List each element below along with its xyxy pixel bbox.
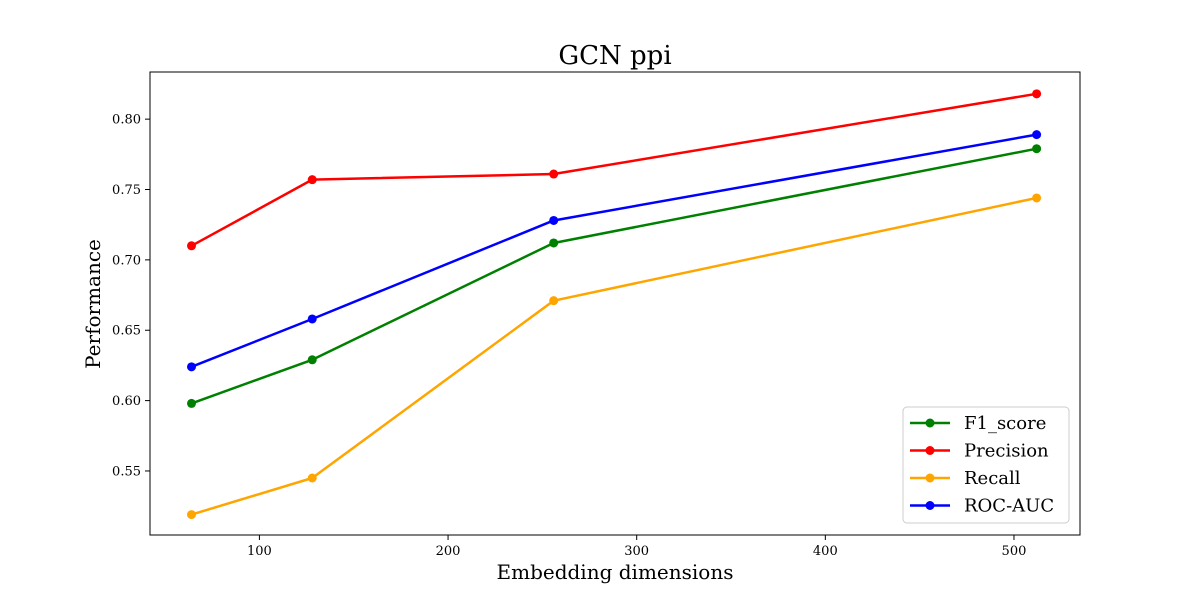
data-point-precision [307,175,317,185]
y-tick-label: 0.70 [112,253,141,268]
data-point-recall [549,296,559,306]
data-point-precision [549,169,559,179]
series-precision [187,89,1042,251]
y-tick-label: 0.60 [112,394,141,409]
x-tick-label: 100 [247,544,272,559]
legend-label-f1-score: F1_score [964,413,1046,434]
x-tick-label: 400 [813,544,838,559]
series-line-recall [190,196,1038,516]
data-point-recall [187,510,197,520]
data-point-roc-auc [307,314,317,324]
data-point-precision [187,241,197,251]
series-f1-score [187,144,1042,408]
x-tick-label: 500 [1002,544,1027,559]
legend-marker-roc-auc [925,501,935,510]
data-point-roc-auc [549,215,559,225]
data-point-recall [1032,193,1042,203]
data-point-f1-score [307,355,317,365]
legend-entry-f1-score: F1_score [910,413,1046,434]
legend-entry-roc-auc: ROC-AUC [910,496,1054,517]
series-recall [187,193,1042,520]
legend-marker-recall [925,473,935,483]
legend-label-recall: Recall [964,468,1021,489]
x-axis-label: Embedding dimensions [497,560,734,584]
legend: F1_score Precision Recall ROC-AUC [902,406,1070,524]
legend-entry-precision: Precision [910,441,1049,462]
series-layer [187,89,1042,520]
y-axis-ticks: 0.55 0.60 0.65 0.70 0.75 0.80 [112,113,150,479]
x-tick-label: 200 [436,544,461,559]
series-line-f1-score [190,147,1038,405]
data-point-recall [307,473,317,483]
legend-box [902,406,1070,524]
y-tick-label: 0.65 [112,324,141,339]
legend-label-precision: Precision [964,441,1049,462]
y-tick-label: 0.75 [112,183,141,198]
data-point-roc-auc [1032,130,1042,140]
chart-title: GCN ppi [558,41,671,71]
legend-entry-recall: Recall [910,468,1021,489]
y-tick-label: 0.80 [112,113,141,128]
legend-label-roc-auc: ROC-AUC [964,496,1054,517]
y-axis-label: Performance [81,239,105,369]
data-point-f1-score [1032,144,1042,154]
data-point-roc-auc [187,362,197,372]
series-line-roc-auc [190,133,1038,369]
plot-area-frame [149,71,1081,536]
y-tick-label: 0.55 [112,464,141,479]
data-point-precision [1032,89,1042,99]
x-tick-label: 300 [624,544,649,559]
series-line-precision [190,92,1038,248]
x-axis-ticks: 100 200 300 400 500 [247,535,1026,559]
legend-marker-f1-score [925,418,935,428]
legend-marker-precision [925,446,935,455]
series-roc-auc [187,130,1042,372]
data-point-f1-score [187,398,197,408]
data-point-f1-score [549,238,559,248]
